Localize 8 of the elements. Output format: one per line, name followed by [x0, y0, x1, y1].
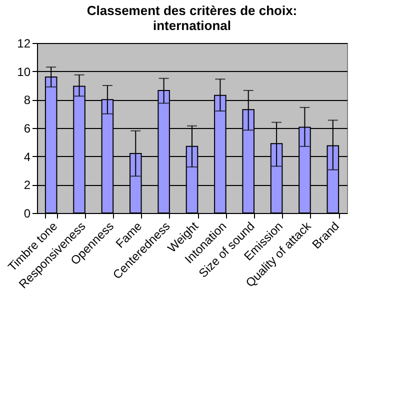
- y-tick-label: 12: [17, 36, 31, 50]
- y-tick-label: 6: [24, 122, 31, 136]
- y-tick-label: 4: [24, 150, 31, 164]
- y-tick-label: 8: [24, 93, 31, 108]
- y-tick-label: 2: [24, 178, 31, 192]
- y-tick-label: 10: [17, 64, 31, 79]
- chart-title: Classement des critères de choix: international: [86, 3, 298, 33]
- y-tick-label: 0: [24, 206, 31, 220]
